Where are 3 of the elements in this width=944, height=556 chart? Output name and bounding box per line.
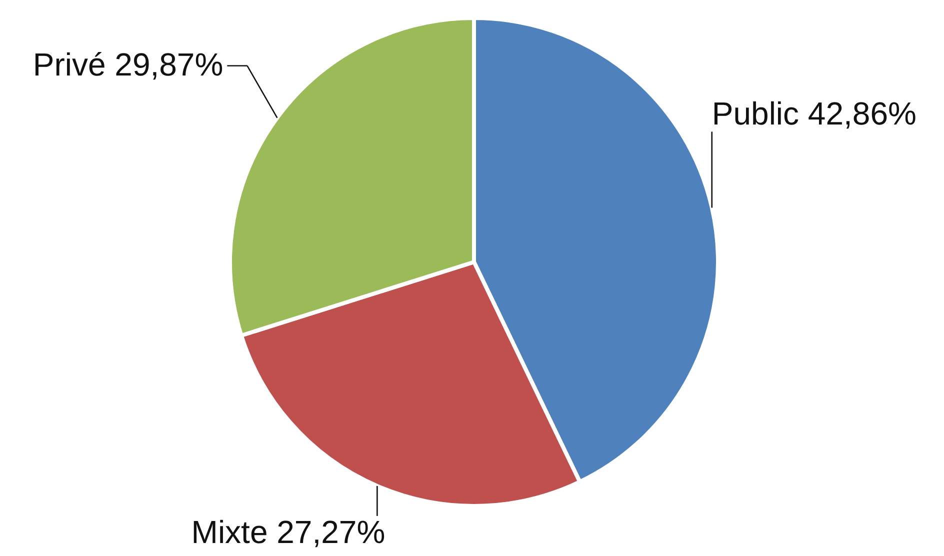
slice-label: Privé 29,87% bbox=[32, 46, 224, 83]
slice-label: Public 42,86% bbox=[712, 96, 916, 132]
slice-label: Mixte 27,27% bbox=[191, 514, 386, 550]
